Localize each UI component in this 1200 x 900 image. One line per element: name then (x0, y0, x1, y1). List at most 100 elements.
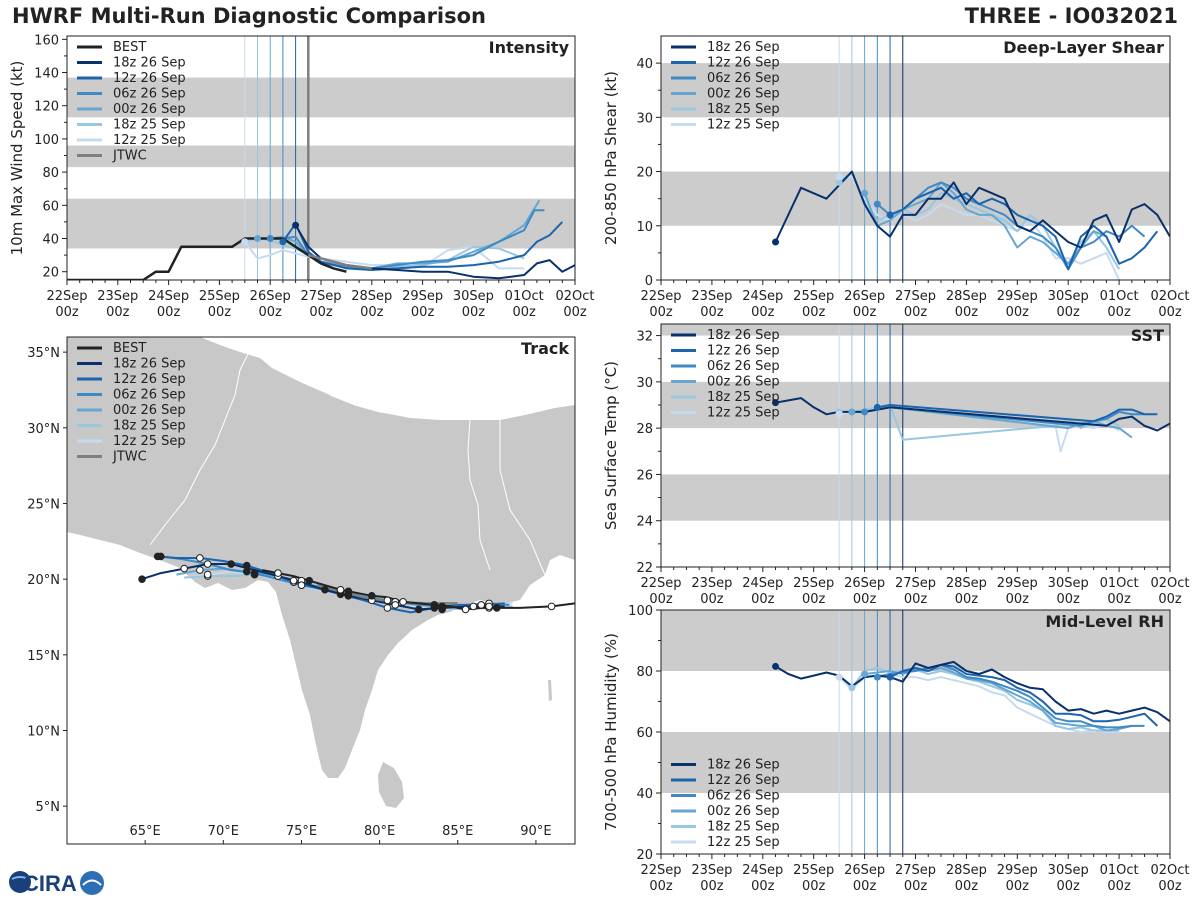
legend-entry: 00z 26 Sep (113, 102, 186, 117)
best-position-marker (336, 585, 345, 594)
legend-entry: BEST (113, 341, 146, 356)
latitude-label: 15°N (27, 649, 60, 664)
x-tick-label: 01Oct (1100, 576, 1139, 591)
init-marker (772, 662, 780, 670)
init-marker (835, 410, 843, 418)
x-tick-label: 30Sep (1048, 863, 1089, 878)
x-tick-label: 22Sep (640, 863, 681, 878)
x-tick-label-hour: 00z (853, 879, 877, 894)
x-tick-label: 23Sep (691, 863, 732, 878)
init-marker (266, 235, 274, 243)
track-position-marker (138, 575, 146, 583)
init-marker (835, 173, 843, 181)
india-landmass (67, 337, 575, 778)
x-tick-label-hour: 00z (1107, 879, 1131, 894)
x-tick-label-hour: 00z (649, 879, 673, 894)
y-tick-label: 22 (636, 561, 653, 576)
x-tick-label-hour: 00z (1107, 592, 1131, 607)
y-tick-label: 26 (636, 468, 653, 483)
x-tick-label: 22Sep (640, 289, 681, 304)
x-tick-label: 26Sep (250, 289, 291, 304)
x-tick-label: 23Sep (691, 576, 732, 591)
shear-panel: 22Sep00z23Sep00z24Sep00z25Sep00z26Sep00z… (602, 35, 1190, 320)
longitude-label: 80°E (364, 824, 395, 839)
x-tick-label-hour: 00z (700, 305, 724, 320)
x-tick-label: 26Sep (844, 576, 885, 591)
init-marker (861, 408, 869, 416)
longitude-label: 90°E (520, 824, 551, 839)
legend-entry: 18z 26 Sep (707, 328, 780, 343)
init-marker (873, 673, 881, 681)
x-tick-label: 24Sep (742, 289, 783, 304)
legend-entry: 12z 25 Sep (707, 406, 780, 421)
x-tick-label-hour: 00z (904, 592, 928, 607)
legend-entry: 18z 26 Sep (113, 56, 186, 71)
track-position-marker (203, 570, 212, 579)
best-position-marker (493, 604, 501, 612)
x-tick-label: 02Oct (1150, 289, 1189, 304)
x-tick-label: 23Sep (97, 289, 138, 304)
x-tick-label-hour: 00z (1107, 305, 1131, 320)
legend-entry: 12z 26 Sep (113, 372, 186, 387)
logo-text: CIRA (23, 871, 77, 896)
track-position-marker (485, 602, 493, 611)
legend-entry: 18z 25 Sep (707, 102, 780, 117)
andaman-islands (548, 680, 552, 701)
track-position-marker (438, 605, 446, 614)
threshold-band (661, 474, 1170, 521)
x-tick-label: 24Sep (742, 576, 783, 591)
legend-entry: 12z 25 Sep (113, 133, 186, 148)
best-position-marker (461, 605, 470, 614)
track-position-marker (414, 605, 423, 614)
legend-entry: 06z 26 Sep (113, 388, 186, 403)
track-position-marker (344, 591, 353, 600)
y-tick-label: 60 (42, 199, 59, 214)
y-tick-label: 100 (34, 133, 59, 148)
x-tick-label-hour: 00z (853, 305, 877, 320)
track-position-marker (180, 564, 189, 573)
y-tick-label: 80 (636, 665, 653, 680)
series-line-12z-26-sep (877, 404, 1158, 423)
x-tick-label: 28Sep (946, 289, 987, 304)
series-line-18z-26-sep (774, 170, 1170, 249)
legend-entry: JTWC (112, 450, 147, 465)
x-tick-label: 25Sep (793, 863, 834, 878)
init-marker (772, 399, 780, 407)
x-tick-label: 25Sep (793, 289, 834, 304)
longitude-label: 65°E (130, 824, 161, 839)
best-position-marker (305, 576, 314, 585)
x-tick-label: 29Sep (402, 289, 443, 304)
x-tick-label-hour: 00z (904, 879, 928, 894)
panel-title: Track (521, 339, 569, 358)
track-position-marker (242, 567, 251, 576)
init-marker (292, 221, 300, 229)
track-position-marker (469, 602, 478, 611)
x-tick-label: 25Sep (793, 576, 834, 591)
storm-id: THREE - IO032021 (964, 4, 1178, 28)
track-position-marker (383, 604, 392, 612)
track-position-marker (391, 601, 400, 609)
x-tick-label: 28Sep (946, 863, 987, 878)
x-tick-label: 30Sep (1048, 576, 1089, 591)
legend-entry: BEST (113, 40, 146, 55)
legend-entry: 18z 25 Sep (707, 820, 780, 835)
best-position-marker (399, 598, 407, 606)
x-tick-label-hour: 00z (462, 305, 486, 320)
y-axis-label: Sea Surface Temp (°C) (602, 361, 620, 530)
threshold-band (661, 732, 1170, 793)
legend-entry: 06z 26 Sep (707, 359, 780, 374)
y-axis-label: 700-500 hPa Humidity (%) (602, 633, 620, 831)
init-marker (254, 235, 261, 243)
x-tick-label: 22Sep (640, 576, 681, 591)
x-tick-label: 25Sep (199, 289, 240, 304)
legend-entry: 12z 25 Sep (113, 434, 186, 449)
legend-entry: 12z 26 Sep (707, 773, 780, 788)
figure-title: HWRF Multi-Run Diagnostic Comparison (12, 4, 487, 28)
init-marker (279, 238, 287, 246)
sst-panel: 22Sep00z23Sep00z24Sep00z25Sep00z26Sep00z… (602, 323, 1190, 607)
x-tick-label: 29Sep (997, 576, 1038, 591)
latitude-label: 20°N (27, 573, 60, 588)
